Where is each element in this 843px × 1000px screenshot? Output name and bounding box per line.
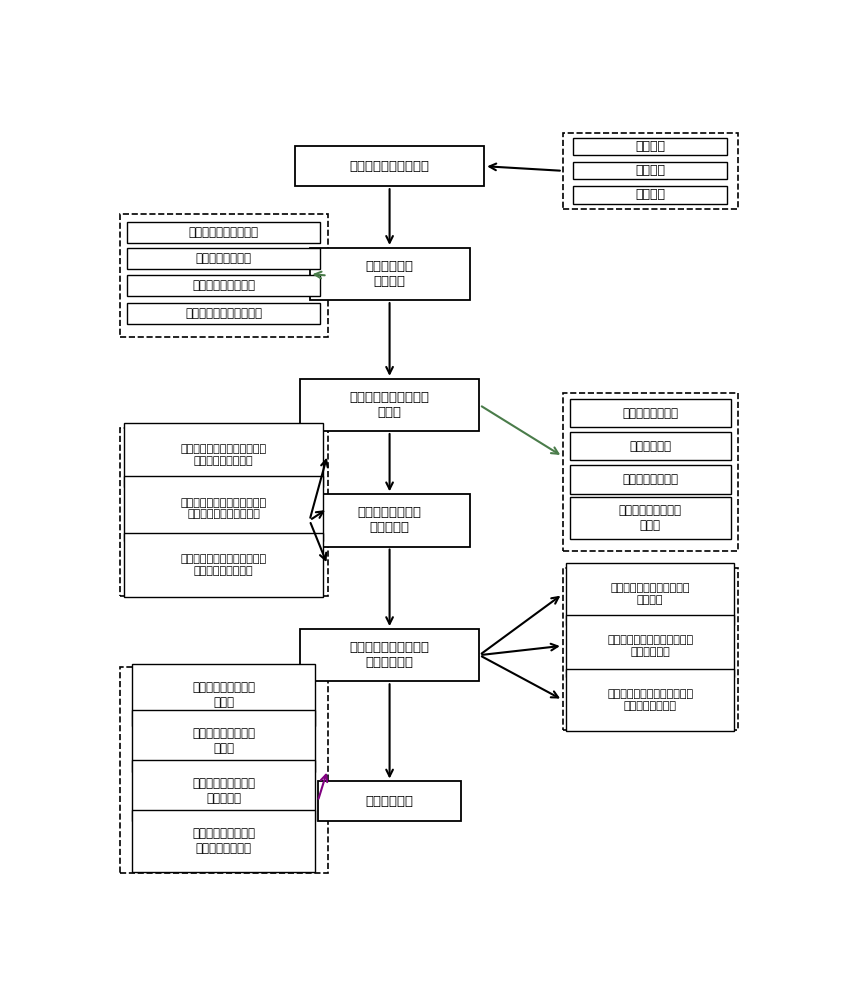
Text: 插值生成齿廓曲面: 插值生成齿廓曲面	[196, 252, 251, 265]
Text: 主、从动轮渗碳层剪切应力分
布及最大剪切应力: 主、从动轮渗碳层剪切应力分 布及最大剪切应力	[607, 689, 693, 711]
FancyBboxPatch shape	[570, 432, 731, 460]
FancyBboxPatch shape	[573, 138, 728, 155]
FancyBboxPatch shape	[127, 303, 320, 324]
FancyBboxPatch shape	[127, 275, 320, 296]
Text: 参数化建立渗
碳层模块: 参数化建立渗 碳层模块	[366, 260, 414, 288]
Text: 轮齿实体分割: 轮齿实体分割	[629, 440, 671, 453]
FancyBboxPatch shape	[573, 162, 728, 179]
Text: 齿轮副沿渗碳层的应
力梯度: 齿轮副沿渗碳层的应 力梯度	[192, 681, 255, 709]
Text: 最劣受载位置参数化静
接触分析模块: 最劣受载位置参数化静 接触分析模块	[350, 641, 430, 669]
Text: 主、从动轮剪切应力时间历程
曲线及最劣啮合位置: 主、从动轮剪切应力时间历程 曲线及最劣啮合位置	[180, 554, 266, 576]
Text: 生成轮齿网格模型: 生成轮齿网格模型	[622, 473, 679, 486]
FancyBboxPatch shape	[570, 497, 731, 539]
Text: 主、从动轮弯曲疲劳
强度及寿命: 主、从动轮弯曲疲劳 强度及寿命	[192, 777, 255, 805]
Text: 主、从动轮渗碳层剪
切疲劳强度及寿命: 主、从动轮渗碳层剪 切疲劳强度及寿命	[192, 827, 255, 855]
Text: 齿轮副齿面接触应力时间历程
曲线及最劣啮合位置: 齿轮副齿面接触应力时间历程 曲线及最劣啮合位置	[180, 444, 266, 466]
FancyBboxPatch shape	[132, 664, 315, 726]
Text: 性能评价模块: 性能评价模块	[366, 795, 414, 808]
FancyBboxPatch shape	[132, 760, 315, 821]
Text: 主、从轮弯曲应力应力分布及
最大弯曲应力: 主、从轮弯曲应力应力分布及 最大弯曲应力	[607, 635, 693, 657]
Text: 材料参数: 材料参数	[636, 164, 665, 177]
FancyBboxPatch shape	[566, 563, 734, 625]
Text: 生成渗碳层边界齿廓曲面: 生成渗碳层边界齿廓曲面	[185, 307, 262, 320]
Text: 主、从动轮齿根弯曲应力时间
历程曲线及最劣啮合位置: 主、从动轮齿根弯曲应力时间 历程曲线及最劣啮合位置	[180, 498, 266, 519]
Text: 齿轮副接触应力分布及最大
接触应力: 齿轮副接触应力分布及最大 接触应力	[610, 583, 690, 605]
Text: 获取轮齿表面型值点阵: 获取轮齿表面型值点阵	[189, 226, 259, 239]
FancyBboxPatch shape	[566, 669, 734, 731]
Text: 参数化瞬态啮合仿
真分析模块: 参数化瞬态啮合仿 真分析模块	[357, 506, 422, 534]
FancyBboxPatch shape	[309, 494, 470, 547]
Text: 渗碳层分层参数计算: 渗碳层分层参数计算	[192, 279, 255, 292]
Text: 工况参数: 工况参数	[636, 188, 665, 201]
FancyBboxPatch shape	[570, 399, 731, 427]
FancyBboxPatch shape	[300, 629, 480, 681]
FancyBboxPatch shape	[124, 533, 324, 597]
Text: 齿形参数: 齿形参数	[636, 140, 665, 153]
FancyBboxPatch shape	[566, 615, 734, 677]
Text: 原始参数输入存储模块: 原始参数输入存储模块	[350, 160, 430, 173]
Text: 齿轮副接触疲劳强度
及寿命: 齿轮副接触疲劳强度 及寿命	[192, 727, 255, 755]
FancyBboxPatch shape	[573, 186, 728, 204]
Text: 参数化齿轮副有限元建
模模块: 参数化齿轮副有限元建 模模块	[350, 391, 430, 419]
Text: 简化轮齿实体建模: 简化轮齿实体建模	[622, 407, 679, 420]
FancyBboxPatch shape	[295, 146, 485, 186]
FancyBboxPatch shape	[318, 781, 461, 821]
Text: 生成齿轮副网格模型
并装配: 生成齿轮副网格模型 并装配	[619, 504, 682, 532]
FancyBboxPatch shape	[132, 710, 315, 772]
FancyBboxPatch shape	[570, 465, 731, 494]
FancyBboxPatch shape	[309, 248, 470, 300]
FancyBboxPatch shape	[124, 423, 324, 487]
FancyBboxPatch shape	[300, 379, 480, 431]
FancyBboxPatch shape	[124, 476, 324, 541]
FancyBboxPatch shape	[127, 222, 320, 243]
FancyBboxPatch shape	[132, 810, 315, 872]
FancyBboxPatch shape	[127, 248, 320, 269]
